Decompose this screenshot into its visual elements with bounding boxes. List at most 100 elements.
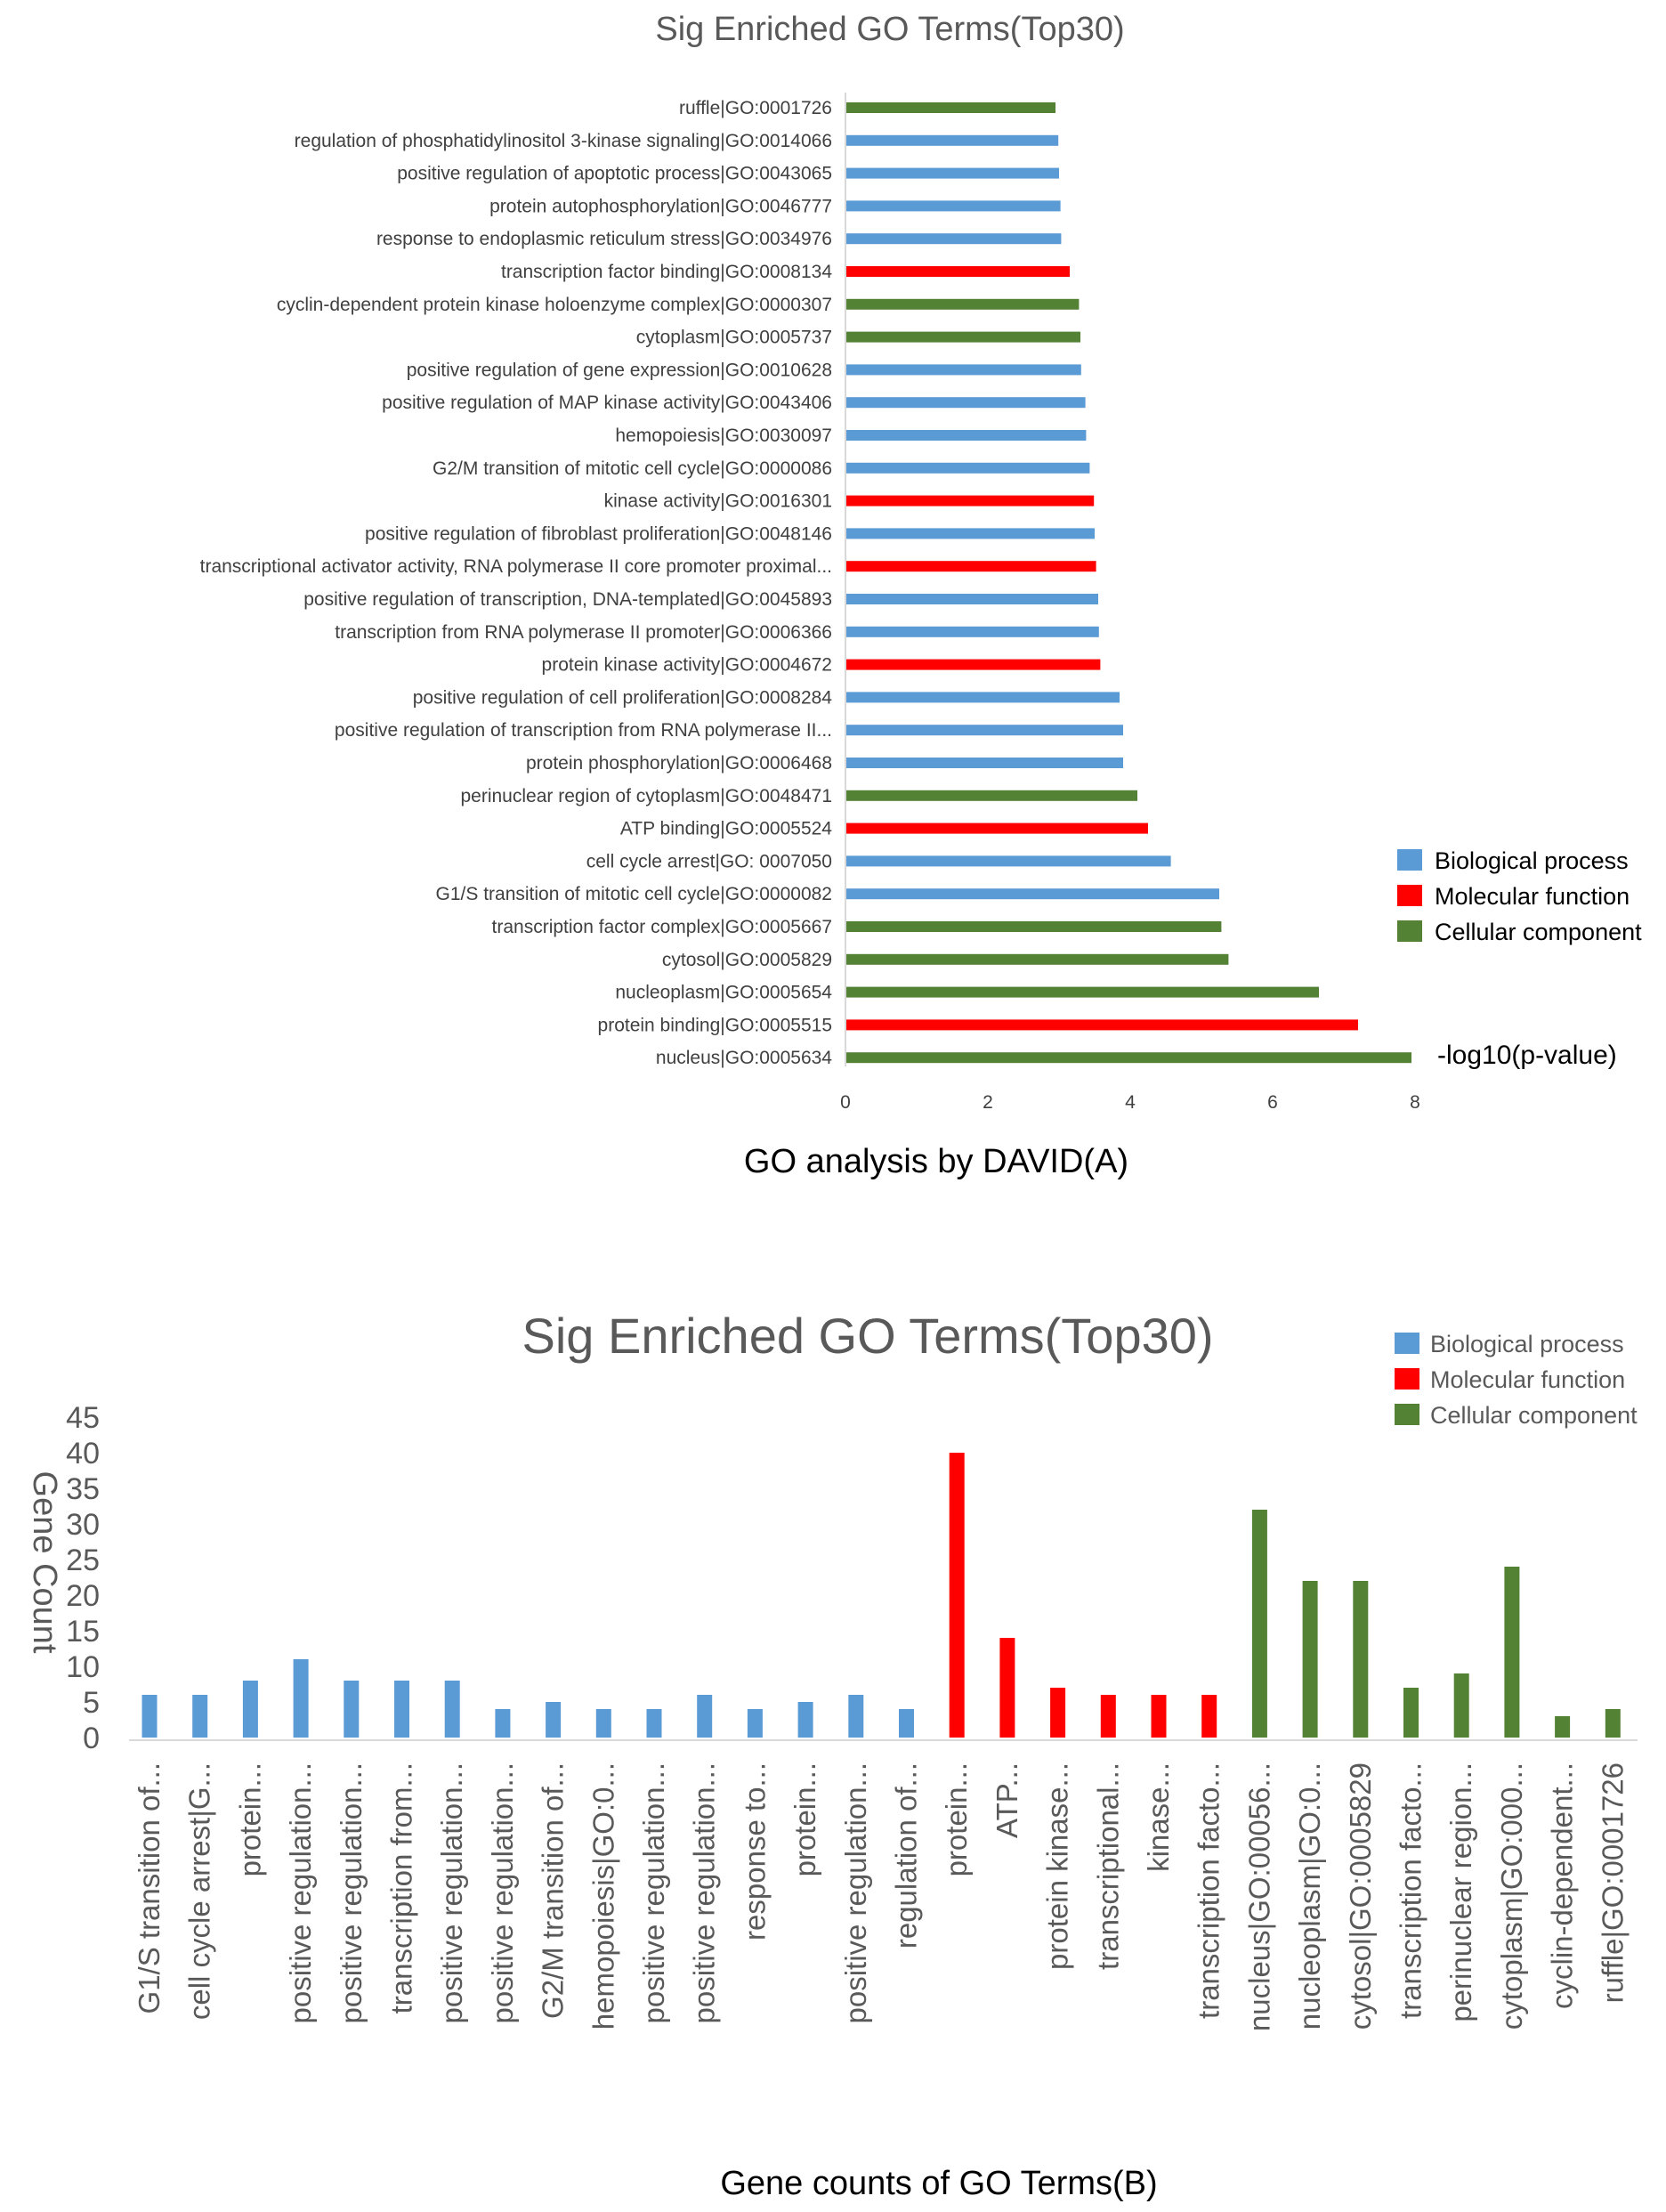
chart-b-bar — [899, 1709, 914, 1738]
chart-a-bar — [845, 758, 1123, 768]
chart-b-category-label: positive regulation... — [839, 1762, 872, 2024]
chart-b-bar — [242, 1681, 258, 1738]
chart-a-bar — [845, 528, 1095, 539]
chart-b-y-tick-label: 15 — [66, 1615, 100, 1649]
chart-b-category-label: positive regulation... — [335, 1762, 368, 2024]
chart-b-bar — [1504, 1567, 1520, 1738]
chart-a-bar — [845, 462, 1090, 474]
chart-b-bar — [1201, 1695, 1217, 1738]
chart-b-bar — [1251, 1510, 1267, 1738]
chart-b-category-label: positive regulation... — [486, 1762, 519, 2024]
chart-b-category-label: hemopoiesis|GO:0... — [586, 1762, 619, 2030]
chart-b-bar — [949, 1453, 965, 1738]
chart-b-category-labels: G1/S transition of... cell cycle arrest|G… — [133, 1762, 1629, 2031]
chart-b-category-label: protein... — [789, 1762, 821, 1876]
chart-b-category-label: G1/S transition of... — [133, 1762, 166, 2013]
chart-a-category-label: transcription factor binding|GO:0008134 — [501, 262, 832, 282]
chart-a-category-label: positive regulation of fibroblast prolif… — [365, 523, 832, 544]
legend-label-molecular-function: Molecular function — [1430, 1366, 1625, 1393]
chart-b-category-label: cytosol|GO:0005829 — [1344, 1762, 1377, 2030]
chart-b-bar — [848, 1695, 864, 1738]
chart-a-category-label: positive regulation of cell proliferatio… — [413, 687, 833, 708]
chart-b-category-label: positive regulation... — [688, 1762, 721, 2024]
chart-a-category-label: transcription from RNA polymerase II pro… — [335, 622, 832, 643]
chart-a-category-label: regulation of phosphatidylinositol 3-kin… — [295, 131, 832, 151]
chart-b-bar — [595, 1709, 611, 1738]
chart-a-bar — [845, 561, 1096, 572]
chart-b-category-label: transcription facto... — [1193, 1762, 1225, 2019]
chart-a-category-label: response to endoplasmic reticulum stress… — [376, 229, 832, 249]
chart-b-category-label: cell cycle arrest|G... — [183, 1762, 216, 2020]
chart-a-x-tick-label: 0 — [840, 1092, 851, 1113]
chart-a-bar — [845, 855, 1171, 867]
chart-b-y-tick-label: 10 — [66, 1650, 100, 1684]
legend-swatch-cellular-component — [1397, 920, 1422, 942]
chart-b-bar — [747, 1709, 763, 1738]
chart-a-category-label: G1/S transition of mitotic cell cycle|GO… — [436, 884, 833, 904]
legend-label-cellular-component: Cellular component — [1430, 1402, 1638, 1429]
chart-b-category-label: response to... — [738, 1762, 771, 1941]
chart-a-bar — [845, 167, 1059, 179]
legend-label-molecular-function: Molecular function — [1435, 883, 1630, 910]
chart-b-category-label: ruffle|GO:0001726 — [1596, 1762, 1629, 2003]
chart-b-y-tick-label: 45 — [66, 1401, 100, 1435]
chart-b-category-label: regulation of... — [890, 1762, 923, 1949]
chart-b-category-label: perinuclear region... — [1444, 1762, 1477, 2022]
chart-b-bar — [646, 1709, 662, 1738]
chart-b-bar — [444, 1681, 460, 1738]
chart-b-category-label: ATP... — [991, 1762, 1023, 1838]
chart-b-legend: Biological process Molecular function Ce… — [1395, 1331, 1638, 1429]
chart-a-category-label: positive regulation of MAP kinase activi… — [382, 393, 832, 413]
chart-b-y-tick-label: 30 — [66, 1508, 100, 1542]
chart-a-bar — [845, 364, 1081, 376]
chart-b-bar — [1050, 1688, 1066, 1738]
chart-a-bar — [845, 200, 1061, 212]
chart-a-bar — [845, 495, 1095, 506]
chart-b-category-label: transcription facto... — [1395, 1762, 1427, 2019]
chart-b-bar — [495, 1709, 511, 1738]
chart-a-bar — [845, 430, 1087, 441]
chart-b-category-label: transcription from... — [385, 1762, 418, 2013]
chart-b-y-tick-label: 35 — [66, 1472, 100, 1506]
chart-b-bar — [1353, 1581, 1369, 1738]
chart-a-category-label: positive regulation of gene expression|G… — [407, 360, 832, 380]
chart-b-bar — [999, 1638, 1015, 1738]
chart-a-x-tick-labels: 0 2 4 6 8 — [840, 1092, 1420, 1113]
chart-b-category-label: nucleoplasm|GO:0... — [1293, 1762, 1326, 2030]
chart-b-y-tick-label: 40 — [66, 1437, 100, 1471]
chart-a-x-tick-label: 2 — [983, 1092, 993, 1113]
chart-a-bar — [845, 1019, 1358, 1031]
chart-a-bar — [845, 659, 1101, 670]
chart-b-bar — [344, 1681, 360, 1738]
chart-b-category-label: nucleus|GO:00056... — [1242, 1762, 1275, 2031]
legend-swatch-molecular-function — [1397, 885, 1422, 906]
chart-a-category-label: nucleus|GO:0005634 — [656, 1048, 832, 1068]
legend-swatch-cellular-component — [1395, 1404, 1419, 1425]
chart-a-category-label: kinase activity|GO:0016301 — [604, 491, 832, 512]
chart-b-y-tick-label: 0 — [83, 1722, 100, 1755]
chart-a-bar — [845, 266, 1070, 277]
chart-a-category-labels: ruffle|GO:0001726 regulation of phosphati… — [200, 98, 833, 1068]
chart-a-x-axis-label: -log10(p-value) — [1437, 1041, 1617, 1070]
chart-a-category-label: transcriptional activator activity, RNA … — [200, 556, 832, 577]
chart-b-category-label: transcriptional... — [1091, 1762, 1124, 1970]
chart-a-bar — [845, 986, 1319, 998]
chart-a-category-label: positive regulation of transcription, DN… — [303, 589, 832, 610]
chart-a-x-tick-label: 6 — [1267, 1092, 1278, 1113]
chart-a-bar — [845, 594, 1098, 604]
chart-a-category-label: transcription factor complex|GO:0005667 — [492, 917, 832, 937]
chart-a-category-label: cell cycle arrest|GO: 0007050 — [586, 851, 832, 871]
chart-a-bar — [845, 233, 1062, 245]
chart-a-bar — [845, 298, 1080, 310]
chart-a-category-label: cyclin-dependent protein kinase holoenzy… — [277, 295, 832, 315]
chart-a-bar — [845, 331, 1080, 343]
chart-b-category-label: cytoplasm|GO:000... — [1495, 1762, 1528, 2030]
chart-b-bar — [797, 1702, 813, 1738]
chart-b-bar — [697, 1695, 713, 1738]
legend-label-cellular-component: Cellular component — [1435, 919, 1642, 945]
chart-a-category-label: cytoplasm|GO:0005737 — [636, 328, 832, 348]
chart-a-category-label: protein phosphorylation|GO:0006468 — [526, 753, 832, 774]
chart-b-category-label: positive regulation... — [435, 1762, 468, 2024]
